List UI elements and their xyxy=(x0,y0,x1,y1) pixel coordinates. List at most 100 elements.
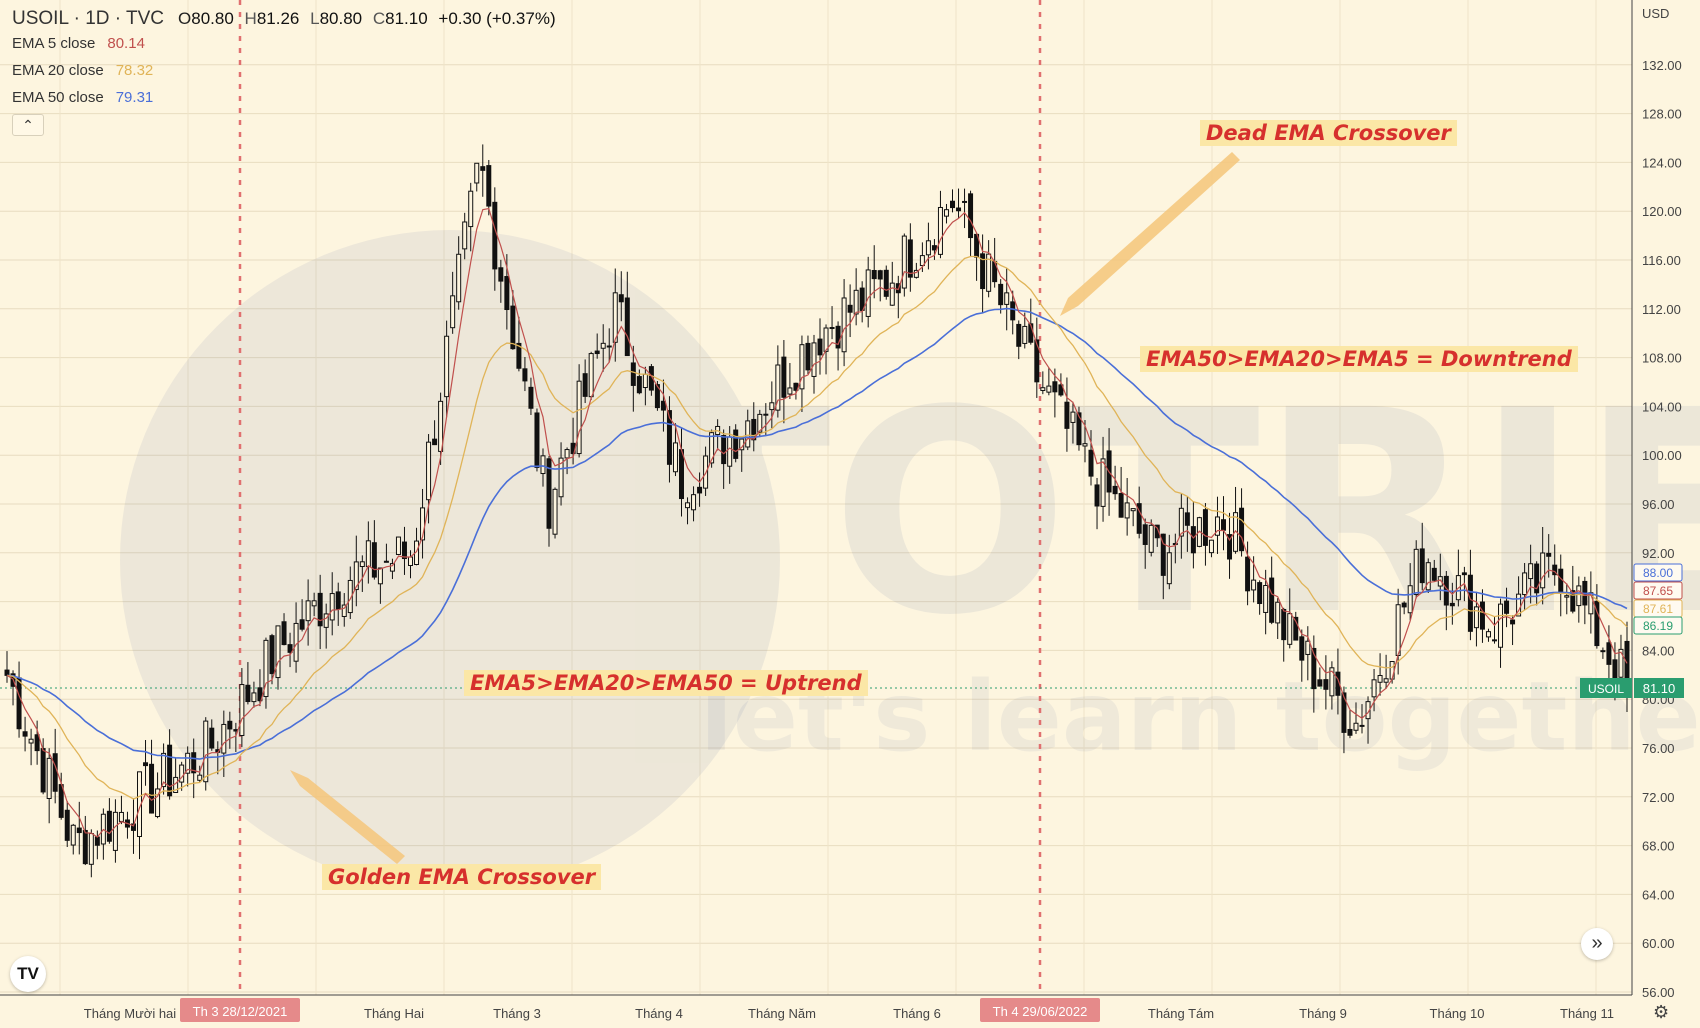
annotation-golden-cross: Golden EMA Crossover xyxy=(322,864,602,890)
candle-body xyxy=(1425,562,1431,591)
y-tick-label: 108.00 xyxy=(1642,351,1682,366)
tradingview-logo-icon[interactable]: TV xyxy=(10,956,46,992)
candle-body xyxy=(426,441,432,501)
candle-body xyxy=(1004,292,1010,305)
candle-body xyxy=(1540,552,1546,589)
candle-body xyxy=(672,442,678,473)
candle-body xyxy=(727,436,733,467)
candle-body xyxy=(1287,613,1293,645)
candle-body xyxy=(962,200,968,203)
candle-body xyxy=(1594,600,1600,647)
candle-body xyxy=(486,165,492,207)
candle-body xyxy=(1353,722,1359,731)
candle-body xyxy=(1600,650,1606,653)
candle-body xyxy=(853,289,859,315)
candle-body xyxy=(155,788,161,818)
y-tick-label: 100.00 xyxy=(1642,448,1682,463)
y-tick-label: 72.00 xyxy=(1642,790,1675,805)
candle-body xyxy=(1311,647,1317,690)
candle-body xyxy=(52,753,58,792)
x-tick-label: Tháng 10 xyxy=(1430,1006,1485,1021)
candle-body xyxy=(1510,619,1516,625)
candle-body xyxy=(600,342,606,349)
candle-body xyxy=(191,752,197,774)
candle-body xyxy=(1275,601,1281,624)
candle-body xyxy=(335,591,341,610)
candle-body xyxy=(564,449,570,459)
candle-body xyxy=(745,420,751,448)
candle-body xyxy=(383,560,389,563)
low-value: 80.80 xyxy=(319,9,363,28)
price-symbol-label: USOIL xyxy=(1588,682,1624,696)
candle-body xyxy=(450,295,456,329)
candle-body xyxy=(365,540,371,568)
candle-body xyxy=(823,327,829,352)
x-tick-label: Tháng 11 xyxy=(1560,1006,1614,1021)
candle-body xyxy=(94,836,100,846)
currency-selector[interactable]: USD xyxy=(1642,6,1670,21)
candle-body xyxy=(1239,507,1245,552)
price-value-label: 87.61 xyxy=(1643,602,1673,616)
candle-body xyxy=(275,625,281,679)
candle-body xyxy=(558,457,564,498)
candle-body xyxy=(408,556,413,566)
indicator-ema20[interactable]: EMA 20 close 78.32 xyxy=(12,62,153,79)
indicator-ema50[interactable]: EMA 50 close 79.31 xyxy=(12,89,153,106)
collapse-indicators-button[interactable]: ⌃ xyxy=(12,114,44,136)
candle-body xyxy=(901,235,907,289)
y-tick-label: 104.00 xyxy=(1642,399,1682,414)
candle-body xyxy=(1473,606,1479,629)
candle-body xyxy=(998,283,1004,306)
annotation-dead-cross: Dead EMA Crossover xyxy=(1200,120,1457,146)
indicator-value: 80.14 xyxy=(107,35,145,52)
candle-body xyxy=(1052,381,1058,393)
candle-body xyxy=(769,402,775,411)
price-value-label: 81.10 xyxy=(1643,681,1676,696)
candle-body xyxy=(444,335,450,398)
candle-body xyxy=(1552,564,1558,576)
candle-body xyxy=(1329,667,1335,697)
double-chevron-right-icon: » xyxy=(1591,932,1603,954)
candle-body xyxy=(733,429,739,459)
price-value-label: 88.00 xyxy=(1643,566,1673,580)
candle-body xyxy=(1010,301,1016,321)
candle-body xyxy=(697,486,703,494)
candle-body xyxy=(865,269,871,317)
candle-body xyxy=(1130,508,1136,512)
price-labels: USOIL 81.10 88.00 87.65 87.61 86.19 xyxy=(1580,563,1684,698)
candle-body xyxy=(516,342,522,369)
candle-body xyxy=(877,270,883,280)
x-tick-label: Tháng Hai xyxy=(364,1006,424,1021)
candle-body xyxy=(203,720,209,783)
candle-body xyxy=(534,412,540,468)
indicator-ema5[interactable]: EMA 5 close 80.14 xyxy=(12,35,145,52)
candle-body xyxy=(76,827,82,834)
candle-body xyxy=(1245,556,1251,592)
candle-body xyxy=(239,684,245,737)
candle-body xyxy=(1485,631,1491,638)
candle-body xyxy=(1022,325,1028,344)
symbol-title[interactable]: USOIL · 1D · TVC xyxy=(12,8,165,29)
y-tick-label: 116.00 xyxy=(1642,253,1681,268)
y-tick-label: 132.00 xyxy=(1642,58,1682,73)
candle-body xyxy=(34,734,40,752)
candle-body xyxy=(209,727,215,749)
candle-body xyxy=(492,201,498,270)
candle-body xyxy=(1576,585,1582,607)
indicator-value: 78.32 xyxy=(115,62,154,79)
candle-body xyxy=(582,373,588,397)
scroll-to-realtime-button[interactable]: » xyxy=(1581,928,1613,960)
candle-body xyxy=(943,209,949,217)
gear-icon[interactable]: ⚙ xyxy=(1653,1002,1670,1022)
price-badge xyxy=(1633,563,1683,582)
candle-body xyxy=(1251,579,1257,591)
candle-body xyxy=(257,687,263,702)
candle-body xyxy=(1341,692,1347,733)
candle-body xyxy=(636,376,642,394)
y-tick-label: 112.00 xyxy=(1642,302,1681,317)
candle-body xyxy=(329,593,335,621)
candle-body xyxy=(112,811,118,851)
candle-body xyxy=(1323,679,1329,690)
candle-body xyxy=(835,325,841,349)
